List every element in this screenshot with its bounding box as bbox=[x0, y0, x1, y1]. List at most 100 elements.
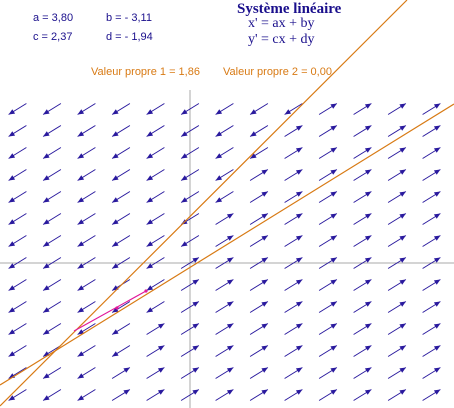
field-arrowhead bbox=[399, 323, 406, 329]
field-arrowhead bbox=[77, 197, 85, 203]
field-arrowhead bbox=[330, 125, 337, 131]
field-arrowhead bbox=[399, 257, 406, 263]
field-arrowhead bbox=[226, 279, 234, 285]
field-arrowhead bbox=[226, 213, 234, 219]
field-arrowhead bbox=[399, 345, 406, 351]
field-arrowhead bbox=[250, 153, 257, 159]
field-arrowhead bbox=[215, 197, 223, 203]
field-arrowhead bbox=[261, 213, 268, 219]
field-arrowhead bbox=[43, 263, 50, 269]
field-arrowhead bbox=[77, 263, 85, 269]
field-arrowhead bbox=[330, 301, 337, 307]
field-arrowhead bbox=[43, 109, 50, 115]
field-arrowhead bbox=[399, 125, 406, 131]
field-arrowhead bbox=[295, 389, 303, 395]
field-arrowhead bbox=[112, 197, 119, 203]
field-arrowhead bbox=[112, 307, 119, 313]
field-arrowhead bbox=[433, 103, 441, 109]
field-arrowhead bbox=[399, 389, 406, 395]
field-arrowhead bbox=[146, 109, 154, 115]
field-arrowhead bbox=[330, 323, 337, 329]
field-arrowhead bbox=[112, 329, 119, 335]
field-arrowhead bbox=[77, 307, 85, 313]
field-arrowhead bbox=[226, 301, 234, 307]
field-arrowhead bbox=[146, 175, 154, 181]
field-arrowhead bbox=[77, 131, 85, 137]
field-arrowhead bbox=[433, 191, 441, 197]
page-title: Système linéaire bbox=[237, 1, 342, 17]
field-arrowhead bbox=[77, 373, 85, 379]
field-arrowhead bbox=[364, 125, 372, 131]
field-arrowhead bbox=[399, 103, 406, 109]
field-arrowhead bbox=[181, 131, 188, 137]
field-arrowhead bbox=[364, 323, 372, 329]
field-arrowhead bbox=[433, 323, 441, 329]
field-arrowhead bbox=[43, 307, 50, 313]
field-arrowhead bbox=[364, 191, 372, 197]
field-arrowhead bbox=[8, 351, 16, 357]
field-arrowhead bbox=[399, 235, 406, 241]
field-arrowhead bbox=[364, 279, 372, 285]
field-arrowhead bbox=[192, 345, 199, 351]
field-arrowhead bbox=[364, 169, 372, 175]
field-arrowhead bbox=[295, 367, 303, 373]
field-arrowhead bbox=[330, 345, 337, 351]
field-arrowhead bbox=[399, 191, 406, 197]
eigenvector-line-2 bbox=[0, 103, 454, 386]
field-arrowhead bbox=[112, 351, 119, 357]
field-arrowhead bbox=[8, 109, 16, 115]
field-arrowhead bbox=[146, 197, 154, 203]
field-arrowhead bbox=[8, 241, 16, 247]
field-arrowhead bbox=[261, 235, 268, 241]
field-arrowhead bbox=[433, 301, 441, 307]
trajectory-curve bbox=[73, 290, 147, 332]
param-a-label: a = 3,80 bbox=[33, 12, 74, 24]
solution-trajectory bbox=[73, 289, 148, 332]
field-arrowhead bbox=[157, 389, 165, 395]
field-arrowhead bbox=[181, 175, 188, 181]
field-arrowhead bbox=[192, 367, 199, 373]
field-arrowhead bbox=[43, 395, 50, 401]
field-arrowhead bbox=[77, 395, 85, 401]
field-arrowhead bbox=[330, 389, 337, 395]
field-arrowhead bbox=[226, 389, 234, 395]
field-arrowhead bbox=[433, 279, 441, 285]
field-arrowhead bbox=[8, 197, 16, 203]
field-arrowhead bbox=[77, 329, 85, 335]
field-arrowhead bbox=[364, 103, 372, 109]
field-arrowhead bbox=[146, 153, 154, 159]
field-arrowhead bbox=[330, 213, 337, 219]
field-arrowhead bbox=[330, 169, 337, 175]
field-arrowhead bbox=[77, 109, 85, 115]
field-arrowhead bbox=[364, 257, 372, 263]
field-arrowhead bbox=[433, 257, 441, 263]
field-arrowhead bbox=[123, 389, 130, 395]
field-arrowhead bbox=[43, 241, 50, 247]
field-arrowhead bbox=[8, 131, 16, 137]
trajectory-start-point bbox=[144, 289, 148, 293]
field-arrowhead bbox=[43, 373, 50, 379]
field-arrowhead bbox=[399, 147, 406, 153]
field-arrowhead bbox=[192, 257, 199, 263]
field-arrowhead bbox=[123, 367, 130, 373]
field-arrowhead bbox=[399, 213, 406, 219]
field-arrowhead bbox=[112, 153, 119, 159]
field-arrowhead bbox=[295, 301, 303, 307]
field-arrowhead bbox=[261, 279, 268, 285]
direction-field-arrows bbox=[8, 103, 441, 401]
field-arrowhead bbox=[433, 125, 441, 131]
field-arrowhead bbox=[261, 345, 268, 351]
field-arrowhead bbox=[112, 219, 119, 225]
field-arrowhead bbox=[226, 367, 234, 373]
field-arrowhead bbox=[433, 169, 441, 175]
field-arrowhead bbox=[295, 323, 303, 329]
field-arrowhead bbox=[43, 285, 50, 291]
field-arrowhead bbox=[295, 125, 303, 131]
field-arrowhead bbox=[261, 169, 268, 175]
field-arrowhead bbox=[261, 301, 268, 307]
field-arrowhead bbox=[364, 235, 372, 241]
field-arrowhead bbox=[146, 307, 154, 313]
field-arrowhead bbox=[261, 257, 268, 263]
